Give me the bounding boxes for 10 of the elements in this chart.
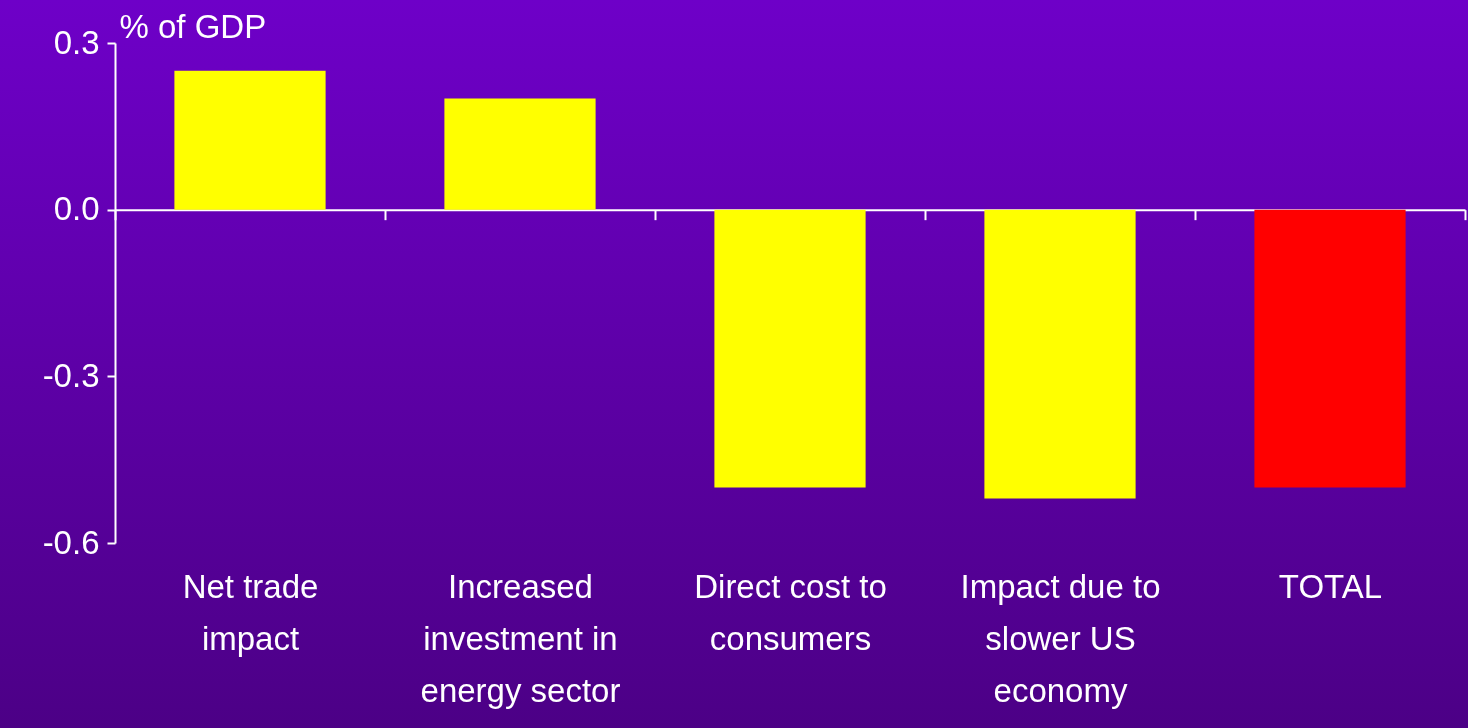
y-tick-label: -0.6 [42, 523, 100, 561]
y-tick-label: 0.3 [53, 23, 100, 61]
x-tick-label: Direct cost to consumers [694, 567, 887, 657]
x-tick-label: Increased investment in energy sector [420, 567, 621, 709]
x-tick-label: Net trade impact [182, 567, 319, 657]
x-tick-label: TOTAL [1278, 567, 1383, 605]
y-tick-label: 0.0 [53, 190, 100, 228]
x-tick-label: Impact due to slower US economy [960, 567, 1161, 709]
y-axis-title: % of GDP [119, 7, 267, 45]
y-tick-label: -0.3 [42, 356, 100, 394]
